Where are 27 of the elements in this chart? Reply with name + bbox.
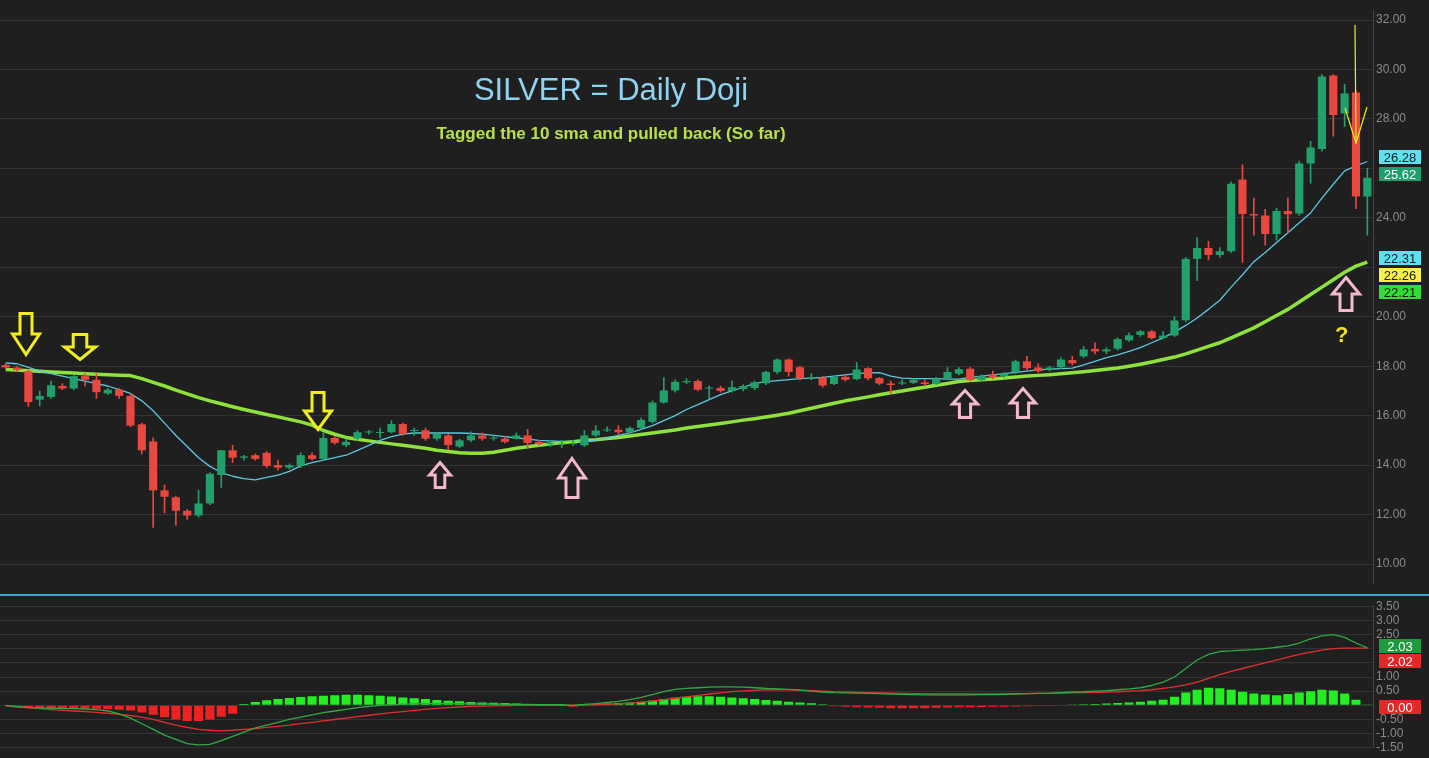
y-tick-label: 12.00 xyxy=(1376,506,1407,521)
y-tick-label: 3.00 xyxy=(1376,612,1400,627)
y-tick-label: 10.00 xyxy=(1376,556,1407,571)
text: SILVER = Daily Doji xyxy=(472,72,750,108)
annotation: ? xyxy=(1335,322,1349,348)
y-tick-label: 3.50 xyxy=(1376,598,1400,613)
text: 22.21 xyxy=(1383,284,1417,300)
y-tick-label: 1.00 xyxy=(1376,669,1400,684)
y-tick-label: 0.50 xyxy=(1376,683,1400,698)
text: 22.31 xyxy=(1383,250,1417,266)
text: 2.03 xyxy=(1387,638,1413,654)
text: 2.02 xyxy=(1387,653,1413,669)
y-tick-label: -1.00 xyxy=(1376,725,1404,740)
y-tick-label: 32.00 xyxy=(1376,12,1407,27)
text: 26.28 xyxy=(1383,149,1417,165)
y-tick-label: 2.50 xyxy=(1376,626,1400,641)
y-tick-label: 16.00 xyxy=(1376,407,1407,422)
y-tick-label: 30.00 xyxy=(1376,61,1407,76)
text: 22.26 xyxy=(1383,267,1417,283)
y-tick-label: 18.00 xyxy=(1376,358,1407,373)
y-tick-label: 14.00 xyxy=(1376,457,1407,472)
y-tick-label: 20.00 xyxy=(1376,309,1407,324)
y-tick-label: -1.50 xyxy=(1376,740,1404,755)
y-tick-label: 28.00 xyxy=(1376,111,1407,126)
y-tick-label: 24.00 xyxy=(1376,210,1407,225)
text: 25.62 xyxy=(1383,166,1417,182)
text: Tagged the 10 sma and pulled back (So far) xyxy=(435,124,787,144)
